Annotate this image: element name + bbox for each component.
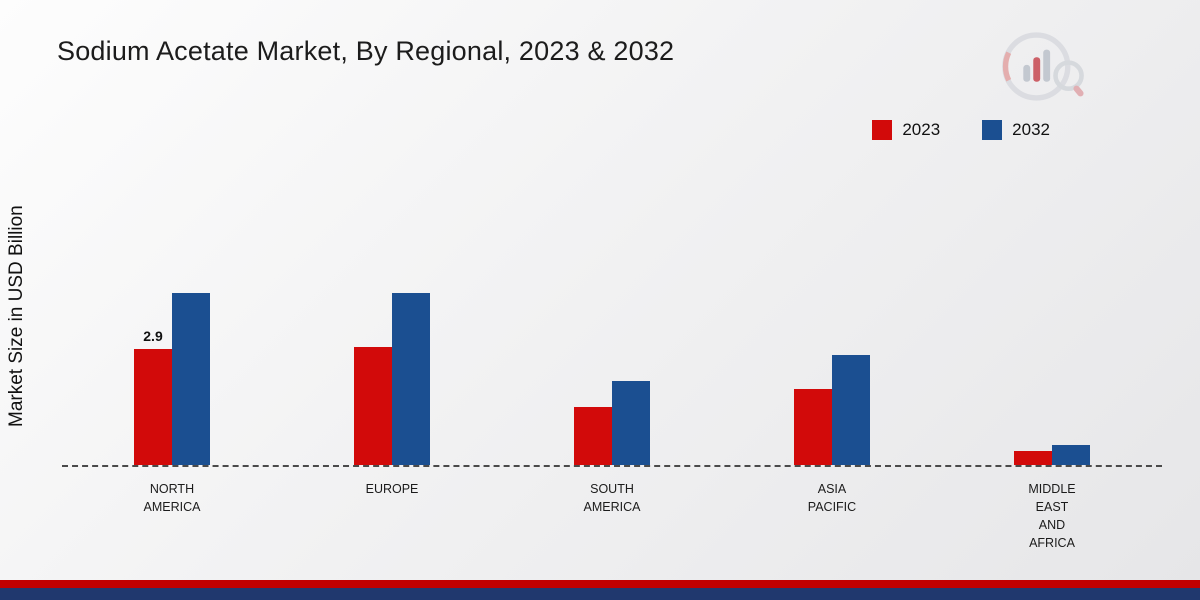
- bar-group-europe: [354, 293, 430, 465]
- logo-magnifier-handle-icon: [1073, 85, 1084, 97]
- legend-label: 2023: [902, 120, 941, 139]
- bar-2032-middle-east-and-africa: [1052, 445, 1090, 465]
- category-label-north-america: NORTH AMERICA: [143, 482, 201, 515]
- legend-item-2023: 2023: [872, 120, 940, 140]
- bar-2023-north-america: 2.9: [134, 328, 172, 465]
- logo-bar-red-icon: [1033, 57, 1041, 82]
- bar-2023-middle-east-and-africa: [1014, 451, 1052, 465]
- footer-navy-stripe: [0, 588, 1200, 600]
- category-label-asia-pacific: ASIA PACIFIC: [807, 482, 857, 515]
- legend-swatch-2023: [872, 120, 893, 140]
- legend-swatch-2032: [982, 120, 1003, 140]
- legend-item-2032: 2032: [982, 120, 1050, 140]
- legend: 2023 2032: [872, 120, 1050, 140]
- logo-bar-icon: [1043, 49, 1051, 82]
- logo-bar-icon: [1023, 64, 1031, 82]
- bar-2032-europe: [392, 293, 430, 465]
- bar-group-middle-east-and-africa: [1014, 445, 1090, 465]
- bar-2032-north-america: [172, 293, 210, 465]
- category-label-europe: EUROPE: [365, 482, 419, 496]
- y-axis-label: Market Size in USD Billion: [6, 205, 27, 427]
- logo-magnifier-icon: [1053, 60, 1084, 91]
- chart-title: Sodium Acetate Market, By Regional, 2023…: [57, 36, 675, 66]
- bar-group-asia-pacific: [794, 355, 870, 465]
- bar-group-north-america: 2.9: [134, 293, 210, 465]
- mrfr-logo: [1002, 32, 1084, 101]
- bar-2032-south-america: [612, 381, 650, 465]
- category-labels: NORTH AMERICA EUROPE SOUTH AMERICA ASIA PAC…: [62, 480, 1162, 570]
- category-label-middle-east-and-africa: MIDDLE EAST AND AFRICA: [1028, 482, 1076, 551]
- bar-2023-south-america: [574, 407, 612, 465]
- legend-label: 2032: [1012, 120, 1050, 139]
- bar-2023-europe: [354, 347, 392, 465]
- category-label-south-america: SOUTH AMERICA: [583, 482, 641, 515]
- bar-2023-asia-pacific: [794, 389, 832, 465]
- logo-ring-accent: [1002, 51, 1012, 82]
- bar-group-south-america: [574, 381, 650, 465]
- plot-area: 2.9: [62, 187, 1162, 467]
- bar-2032-asia-pacific: [832, 355, 870, 465]
- footer-red-stripe: [0, 580, 1200, 588]
- bar-value-label: 2.9: [143, 328, 163, 344]
